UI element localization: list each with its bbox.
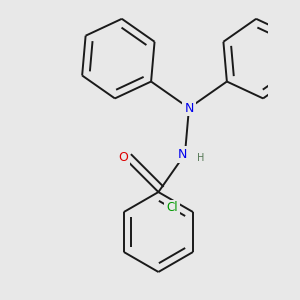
Text: O: O xyxy=(119,151,128,164)
Text: N: N xyxy=(178,148,188,161)
Text: H: H xyxy=(196,153,204,164)
Text: N: N xyxy=(184,102,194,115)
Text: Cl: Cl xyxy=(166,201,178,214)
